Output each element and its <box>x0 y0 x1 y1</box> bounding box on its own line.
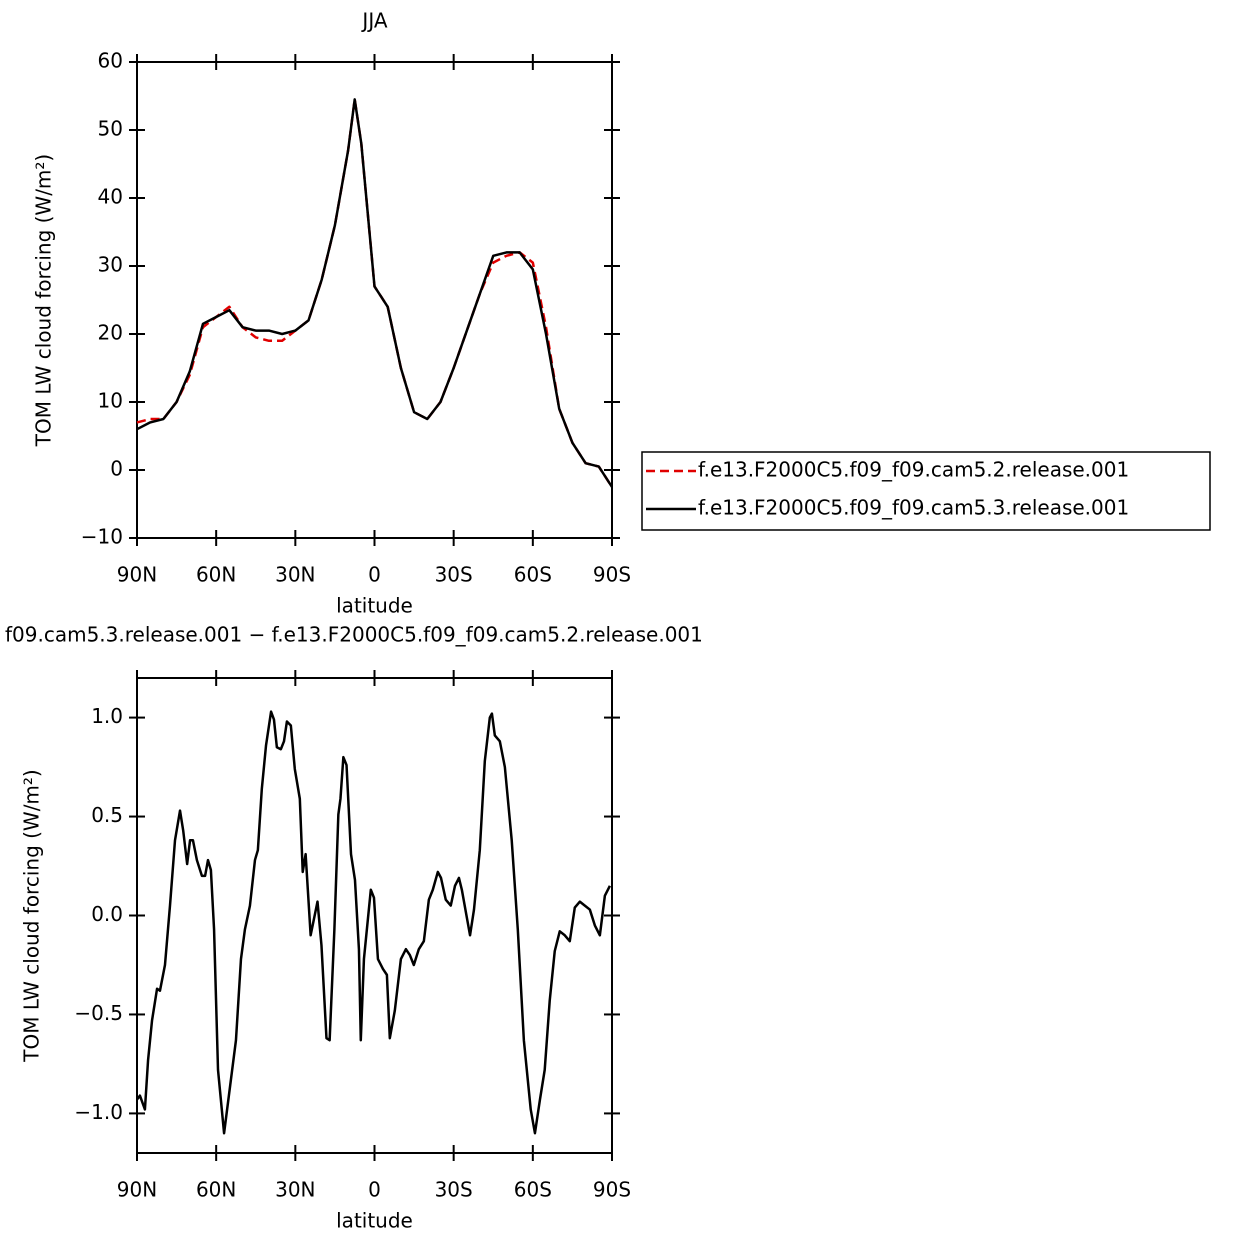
y-axis-label: TOM LW cloud forcing (W/m²) <box>32 154 56 448</box>
x-tick-label: 30S <box>435 1178 473 1202</box>
legend-box <box>641 451 1211 531</box>
y-tick-label: 30 <box>98 253 123 277</box>
data-line <box>135 710 612 1135</box>
y-tick-label: 20 <box>98 321 123 345</box>
x-tick-label: 90N <box>117 563 157 587</box>
chart-title: JJA <box>360 9 387 33</box>
y-tick-label: 0 <box>110 457 123 481</box>
plot-frame <box>136 677 613 1154</box>
x-tick-label: 60S <box>514 1178 552 1202</box>
x-tick-label: 0 <box>368 563 381 587</box>
y-axis-label: TOM LW cloud forcing (W/m²) <box>20 769 44 1063</box>
x-tick-label: 30N <box>275 1178 315 1202</box>
x-axis-label: latitude <box>336 594 413 618</box>
y-tick-label: −10 <box>81 525 123 549</box>
data-line <box>136 98 614 488</box>
x-tick-label: 90S <box>593 1178 631 1202</box>
y-tick-label: 0.5 <box>91 803 123 827</box>
x-tick-label: 60N <box>196 563 236 587</box>
y-tick-label: 1.0 <box>91 704 123 728</box>
x-tick-label: 60N <box>196 1178 236 1202</box>
y-tick-label: 50 <box>98 117 123 141</box>
data-line <box>136 98 614 488</box>
x-tick-label: 0 <box>368 1178 381 1202</box>
x-tick-label: 30S <box>435 563 473 587</box>
y-tick-label: 60 <box>98 49 123 73</box>
x-tick-label: 30N <box>275 563 315 587</box>
x-tick-label: 60S <box>514 563 552 587</box>
legend-label: f.e13.F2000C5.f09_f09.cam5.3.release.001 <box>698 496 1129 520</box>
legend-label: f.e13.F2000C5.f09_f09.cam5.2.release.001 <box>698 458 1129 482</box>
y-tick-label: −0.5 <box>74 1001 123 1025</box>
x-tick-label: 90N <box>117 1178 157 1202</box>
y-tick-label: 40 <box>98 185 123 209</box>
x-axis-label: latitude <box>336 1209 413 1233</box>
plot-frame <box>136 61 613 539</box>
y-tick-label: 0.0 <box>91 902 123 926</box>
y-tick-label: 10 <box>98 389 123 413</box>
y-tick-label: −1.0 <box>74 1100 123 1124</box>
chart-title: f09.cam5.3.release.001 − f.e13.F2000C5.f… <box>5 623 703 647</box>
x-tick-label: 90S <box>593 563 631 587</box>
